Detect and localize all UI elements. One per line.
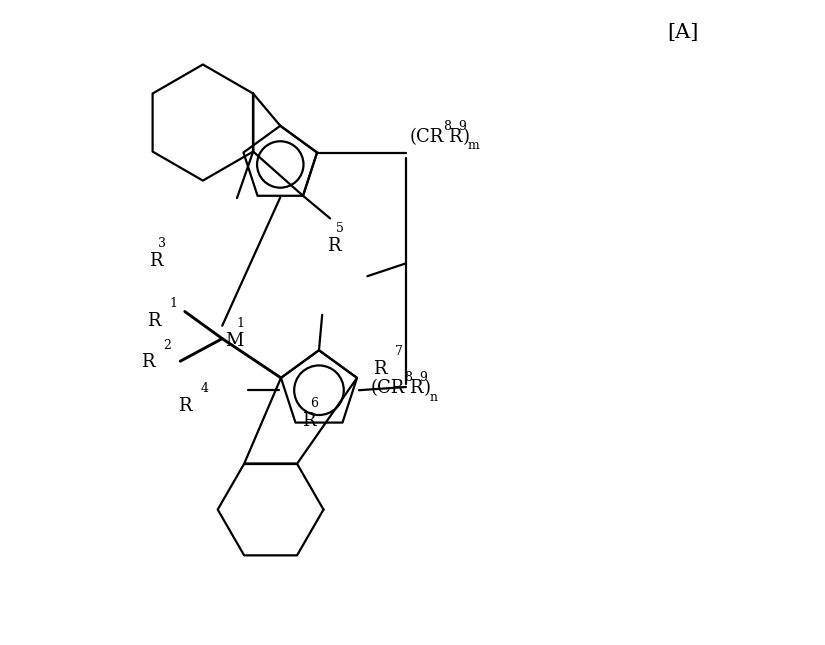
Text: 6: 6 — [310, 397, 318, 410]
Text: 7: 7 — [395, 345, 403, 358]
Text: m: m — [468, 139, 479, 152]
Text: (CR: (CR — [370, 379, 405, 397]
Text: 1: 1 — [169, 297, 177, 310]
Text: M: M — [225, 332, 244, 350]
Text: (CR: (CR — [409, 128, 444, 146]
Text: R: R — [149, 252, 163, 270]
Text: 4: 4 — [200, 382, 208, 395]
Text: R: R — [409, 379, 422, 397]
Text: 5: 5 — [336, 223, 344, 235]
Text: R: R — [328, 237, 341, 255]
Text: R: R — [178, 397, 192, 415]
Text: R: R — [148, 312, 161, 330]
Text: 9: 9 — [420, 372, 427, 384]
Text: R: R — [373, 360, 387, 378]
Text: R: R — [141, 353, 154, 372]
Text: ): ) — [463, 128, 469, 146]
Text: 8: 8 — [443, 120, 450, 133]
Text: n: n — [429, 391, 437, 404]
Text: 3: 3 — [158, 237, 166, 250]
Text: 2: 2 — [163, 339, 171, 352]
Text: [A]: [A] — [667, 23, 699, 41]
Text: ): ) — [424, 379, 431, 397]
Text: R: R — [448, 128, 461, 146]
Text: 1: 1 — [237, 317, 244, 330]
Text: 9: 9 — [459, 120, 466, 133]
Text: 8: 8 — [404, 372, 412, 384]
Text: R: R — [302, 412, 315, 430]
